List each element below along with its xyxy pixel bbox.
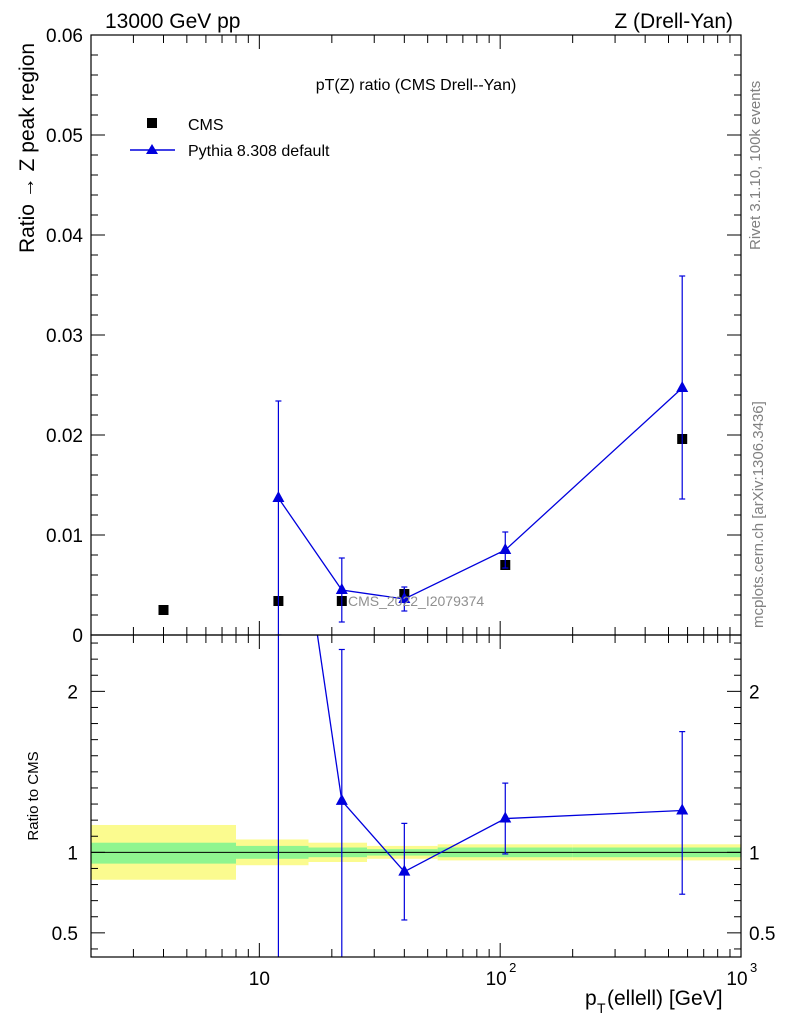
header-right: Z (Drell-Yan) (614, 10, 733, 33)
mc-point (335, 583, 348, 594)
top-y-tick-label: 0.03 (46, 326, 83, 347)
watermark: CMS_2022_I2079374 (348, 593, 484, 609)
top-y-tick-label: 0.04 (46, 226, 83, 247)
bottom-y-tick-label: 0.5 (52, 924, 78, 945)
rivet-label: Rivet 3.1.10, 100k events (747, 81, 764, 250)
x-axis-label-rest: (ellell) [GeV] (607, 987, 723, 1010)
cms-point (158, 605, 169, 615)
ratio-mc-point (335, 793, 348, 805)
legend-cms-marker (147, 118, 157, 128)
top-y-tick-label: 0.06 (46, 26, 83, 47)
top-y-tick-label: 0.02 (46, 426, 83, 447)
x-tick-label: 10 (486, 969, 507, 990)
x-tick-exponent: 3 (750, 960, 757, 975)
bottom-y-tick-label-right: 2 (749, 682, 760, 703)
x-axis-label: p T (ellell) [GeV] (585, 987, 723, 1016)
top-y-tick-label: 0.01 (46, 526, 83, 547)
bottom-y-tick-label-right: 0.5 (749, 924, 775, 945)
top-plot-area (158, 275, 689, 635)
bottom-y-axis-label: Ratio to CMS (25, 751, 42, 840)
top-y-tick-label: 0 (72, 626, 83, 647)
bottom-plot-area (272, 362, 689, 957)
ratio-mc-point (272, 362, 284, 373)
bottom-y-tick-label: 2 (67, 682, 78, 703)
mc-point (499, 543, 512, 554)
bottom-y-tick-label: 1 (67, 843, 78, 864)
bottom-frame (90, 634, 742, 958)
ratio-band-inner (91, 842, 236, 864)
mcplots-label: mcplots.cern.ch [arXiv:1306.3436] (750, 401, 767, 628)
top-y-axis-label: Ratio → Z peak region (16, 43, 39, 253)
legend: CMS Pythia 8.308 default (130, 117, 330, 160)
ratio-mc-point (499, 811, 512, 823)
x-tick-label: 10 (249, 969, 270, 990)
ratio-mc-point (398, 864, 411, 876)
header-left: 13000 GeV pp (105, 10, 240, 33)
bottom-y-tick-label-right: 1 (749, 843, 760, 864)
x-tick-exponent: 2 (509, 960, 516, 975)
legend-cms-label: CMS (188, 117, 224, 134)
ratio-bands (91, 824, 741, 880)
ratio-mc-line (316, 635, 683, 873)
mc-line (277, 387, 683, 600)
ratio-mc-point (676, 803, 689, 815)
mc-point (272, 491, 285, 502)
x-axis-label-sub: T (597, 1000, 606, 1016)
mc-point (398, 592, 411, 603)
mc-point (676, 381, 689, 392)
x-tick-label: 10 (726, 969, 747, 990)
legend-mc-label: Pythia 8.308 default (188, 143, 330, 160)
top-y-tick-label: 0.05 (46, 126, 83, 147)
plot-title: pT(Z) ratio (CMS Drell--Yan) (316, 77, 517, 94)
legend-mc-marker (146, 144, 158, 154)
x-axis-label-main: p (585, 987, 597, 1010)
